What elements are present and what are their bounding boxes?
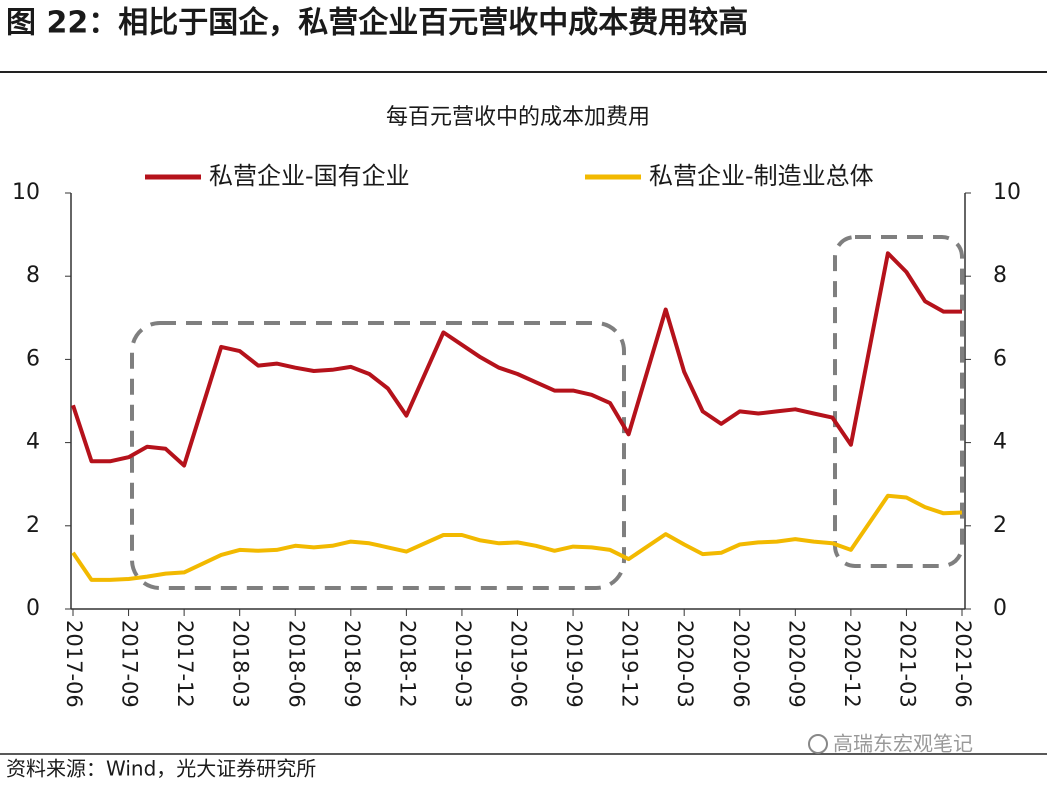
chart-title: 每百元营收中的成本加费用: [386, 105, 650, 130]
highlight-box: [833, 235, 964, 568]
x-tick-label: 2020-03: [673, 620, 697, 708]
x-tick-label: 2018-06: [284, 620, 308, 708]
x-tick-label: 2018-09: [340, 620, 364, 708]
x-tick-label: 2018-12: [395, 620, 419, 708]
y2-tick-label: 2: [993, 513, 1007, 538]
figure-title: 图 22：相比于国企，私营企业百元营收中成本费用较高: [6, 6, 748, 41]
x-tick-label: 2019-09: [562, 620, 586, 708]
x-tick-label: 2019-12: [618, 620, 642, 708]
legend-label: 私营企业-国有企业: [209, 162, 410, 190]
x-tick-label: 2021-06: [951, 620, 975, 708]
legend-label: 私营企业-制造业总体: [649, 162, 874, 190]
x-tick-label: 2018-03: [229, 620, 253, 708]
x-tick-label: 2019-06: [507, 620, 531, 708]
y-tick-label: 6: [26, 346, 40, 371]
y-tick-label: 4: [26, 430, 40, 455]
x-tick-label: 2021-03: [895, 620, 919, 708]
series-line: [71, 493, 963, 582]
y-tick-label: 2: [26, 513, 40, 538]
x-tick-label: 2020-09: [784, 620, 808, 708]
y2-tick-label: 10: [993, 180, 1021, 205]
y2-tick-label: 0: [993, 596, 1007, 621]
y-tick-label: 10: [12, 180, 40, 205]
series-line: [71, 251, 962, 468]
y2-tick-label: 6: [993, 346, 1007, 371]
y-tick-label: 8: [26, 263, 40, 288]
x-tick-label: 2020-12: [840, 620, 864, 708]
watermark-icon: [808, 734, 828, 754]
y-tick-label: 0: [26, 596, 40, 621]
x-tick-label: 2017-06: [62, 620, 86, 708]
x-tick-label: 2020-06: [729, 620, 753, 708]
watermark: 高瑞东宏观笔记: [833, 732, 973, 756]
x-tick-label: 2017-12: [173, 620, 197, 708]
x-tick-label: 2017-09: [118, 620, 142, 708]
y2-tick-label: 8: [993, 263, 1007, 288]
highlight-box: [130, 321, 626, 590]
source-note: 资料来源：Wind，光大证券研究所: [6, 757, 316, 781]
x-tick-label: 2019-03: [451, 620, 475, 708]
y2-tick-label: 4: [993, 430, 1007, 455]
